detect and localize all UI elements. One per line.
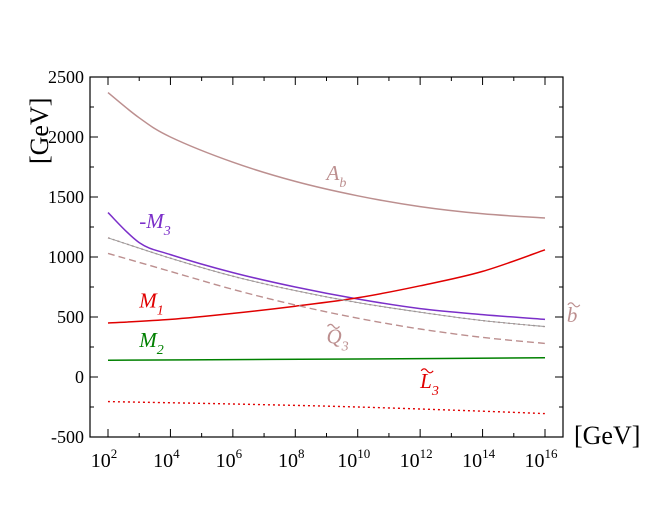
- series-line-L3: [107, 400, 546, 415]
- x-tick-label: 1016: [525, 446, 559, 472]
- x-tick-exponent: 6: [236, 446, 243, 461]
- series-label-Q3: Q3: [327, 323, 349, 354]
- x-tick-label: 106: [216, 446, 243, 472]
- series-label-main: A: [325, 161, 340, 185]
- series-label-main: L: [419, 369, 432, 393]
- x-tick-label: 104: [153, 446, 180, 472]
- x-tick-base: 10: [153, 450, 173, 472]
- x-tick-exponent: 12: [420, 446, 433, 461]
- series-label-M1: M1: [138, 288, 164, 318]
- y-tick-label: 2000: [48, 127, 84, 147]
- x-tick-exponent: 10: [357, 446, 370, 461]
- series-label-main: M: [138, 328, 158, 352]
- x-tick-exponent: 8: [298, 446, 305, 461]
- series-line-M3: [107, 212, 546, 321]
- series-label-Ab: Ab: [325, 161, 347, 191]
- series-label-main: -M: [139, 209, 165, 233]
- y-tick-label: 1500: [48, 187, 84, 207]
- x-tick-base: 10: [462, 450, 482, 472]
- series-line-Ab: [107, 92, 546, 219]
- series-label-subscript: 3: [431, 384, 439, 399]
- series-label-subscript: 2: [157, 343, 164, 358]
- x-tick-base: 10: [337, 450, 357, 472]
- series-label-M2: M2: [138, 328, 164, 358]
- series-label-bt: b: [567, 302, 581, 327]
- y-axis-label: [GeV]: [25, 98, 54, 164]
- series-label-main: Q: [327, 324, 342, 348]
- series-label-text: b: [567, 303, 578, 327]
- tilde-mark: [420, 368, 434, 374]
- x-tick-exponent: 4: [173, 446, 180, 461]
- series-line-M2: [107, 357, 546, 361]
- x-tick-label: 108: [278, 446, 305, 472]
- plot-border: [89, 76, 564, 438]
- tilde-mark: [567, 302, 581, 308]
- series-label-text: Q3: [327, 324, 349, 354]
- x-tick-base: 10: [400, 450, 420, 472]
- axes-frame: [89, 76, 564, 438]
- y-tick-label: 500: [57, 307, 84, 327]
- series-label-text: L3: [419, 369, 439, 399]
- x-tick-base: 10: [216, 450, 236, 472]
- series-line-M1: [107, 249, 546, 324]
- y-tick-label: 2500: [48, 67, 84, 87]
- x-ticks: 102 104 106 108 1010 1012 1014 1016: [91, 77, 558, 472]
- series-label-main: b: [567, 303, 578, 327]
- series-label-text: M1: [138, 288, 164, 318]
- x-axis-label: [GeV]: [574, 421, 640, 450]
- series-label-main: M: [138, 288, 158, 312]
- series-label-L3: L3: [419, 368, 439, 399]
- y-tick-label: 0: [75, 367, 84, 387]
- y-ticks: -500 0 500 1000 1500 2000 2500: [48, 67, 563, 447]
- series-label-text: -M3: [139, 209, 171, 239]
- tilde-mark: [327, 323, 340, 329]
- series-label-subscript: 3: [341, 339, 349, 354]
- x-tick-label: 1014: [462, 446, 496, 472]
- series-lines: [107, 92, 546, 415]
- x-tick-base: 10: [91, 450, 111, 472]
- x-tick-exponent: 16: [545, 446, 559, 461]
- series-line-Q3: [107, 252, 546, 345]
- x-tick-exponent: 2: [111, 446, 118, 461]
- x-tick-label: 102: [91, 446, 118, 472]
- y-tick-label: -500: [51, 427, 84, 447]
- series-label-text: Ab: [325, 161, 347, 191]
- series-label-subscript: b: [339, 176, 346, 191]
- series-label-M3: -M3: [139, 209, 171, 239]
- series-line-bt: [107, 237, 546, 328]
- x-tick-label: 1010: [337, 446, 370, 472]
- x-tick-base: 10: [525, 450, 545, 472]
- series-label-subscript: 3: [163, 224, 171, 239]
- y-tick-label: 1000: [48, 247, 84, 267]
- series-line-bt-core: [107, 237, 546, 328]
- series-label-subscript: 1: [157, 303, 164, 318]
- x-tick-base: 10: [278, 450, 298, 472]
- x-tick-exponent: 14: [482, 446, 496, 461]
- series-label-text: M2: [138, 328, 164, 358]
- x-tick-label: 1012: [400, 446, 433, 472]
